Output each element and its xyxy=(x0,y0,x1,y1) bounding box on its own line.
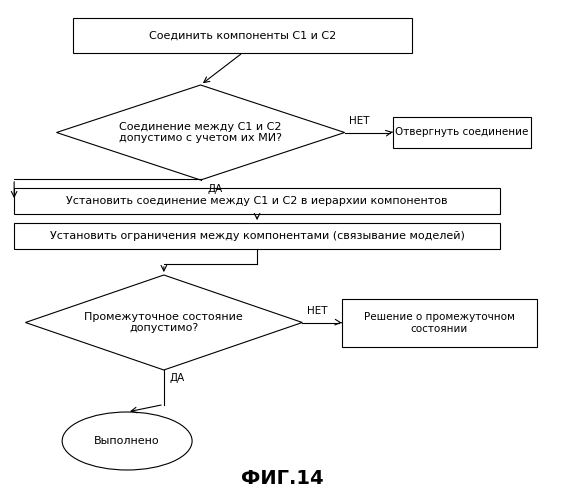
FancyBboxPatch shape xyxy=(14,223,500,249)
Text: ФИГ.14: ФИГ.14 xyxy=(241,468,324,487)
Text: Промежуточное состояние
допустимо?: Промежуточное состояние допустимо? xyxy=(85,312,243,334)
Text: Решение о промежуточном
состоянии: Решение о промежуточном состоянии xyxy=(364,312,515,334)
Text: Соединение между С1 и С2
допустимо с учетом их МИ?: Соединение между С1 и С2 допустимо с уче… xyxy=(119,122,282,144)
Text: Установить соединение между С1 и С2 в иерархии компонентов: Установить соединение между С1 и С2 в ие… xyxy=(66,196,448,206)
Text: НЕТ: НЕТ xyxy=(349,116,370,126)
FancyBboxPatch shape xyxy=(14,188,500,214)
Text: Выполнено: Выполнено xyxy=(94,436,160,446)
Polygon shape xyxy=(25,275,302,370)
Text: ДА: ДА xyxy=(207,184,223,194)
Text: ДА: ДА xyxy=(170,372,185,382)
Text: НЕТ: НЕТ xyxy=(307,306,327,316)
FancyBboxPatch shape xyxy=(393,116,531,148)
Polygon shape xyxy=(56,85,345,180)
Text: Отвергнуть соединение: Отвергнуть соединение xyxy=(395,127,529,137)
FancyBboxPatch shape xyxy=(342,299,537,346)
Text: Соединить компоненты С1 и С2: Соединить компоненты С1 и С2 xyxy=(149,30,337,40)
Text: Установить ограничения между компонентами (связывание моделей): Установить ограничения между компонентам… xyxy=(50,231,464,241)
FancyBboxPatch shape xyxy=(73,18,412,52)
Ellipse shape xyxy=(62,412,192,470)
